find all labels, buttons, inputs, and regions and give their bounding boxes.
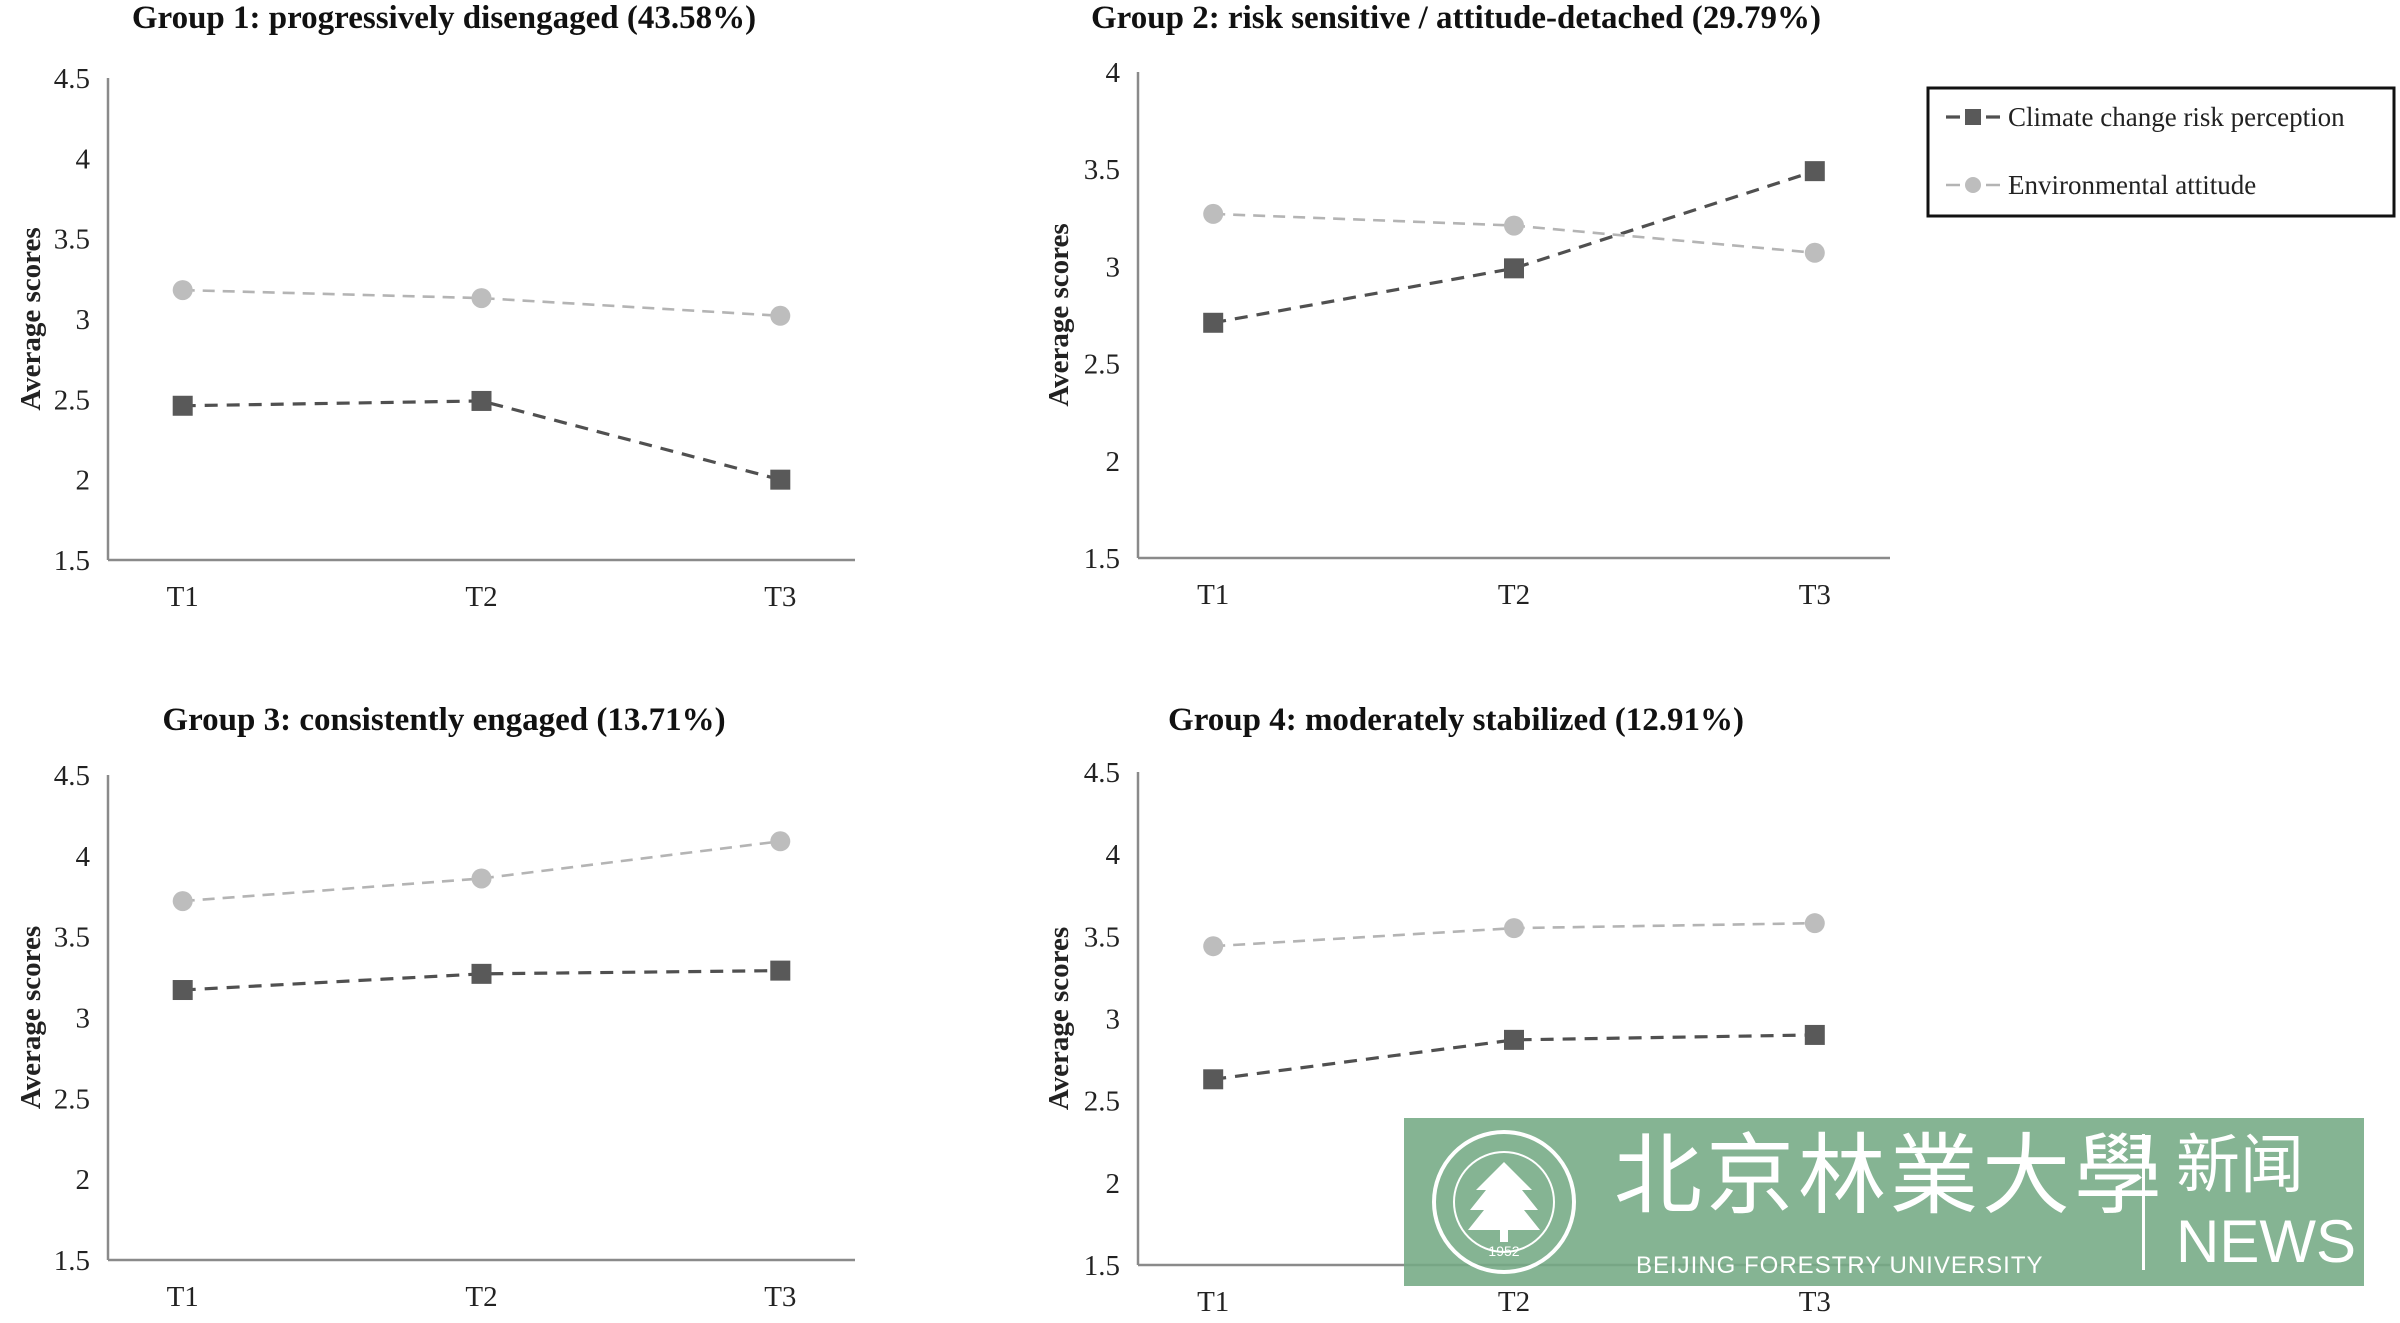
y-tick-label: 4 bbox=[76, 841, 91, 873]
chart-title: Group 4: moderately stabilized (12.91%) bbox=[1168, 702, 1744, 738]
data-point-environmental-attitude bbox=[1203, 936, 1224, 957]
data-point-environmental-attitude bbox=[471, 288, 492, 309]
y-tick-label: 2.5 bbox=[1084, 1086, 1120, 1118]
data-point-environmental-attitude bbox=[1504, 918, 1524, 939]
x-tick-label: T1 bbox=[1197, 1286, 1229, 1318]
x-tick-label: T2 bbox=[465, 581, 497, 613]
data-point-risk-perception bbox=[1504, 1029, 1524, 1050]
x-tick-label: T3 bbox=[1799, 1286, 1831, 1318]
data-point-risk-perception bbox=[1203, 1069, 1224, 1090]
y-tick-label: 3.5 bbox=[54, 922, 90, 954]
series-line-risk-perception bbox=[182, 969, 781, 992]
x-tick-label: T1 bbox=[1197, 579, 1229, 611]
data-point-risk-perception bbox=[1504, 258, 1524, 279]
data-point-risk-perception bbox=[1804, 1024, 1825, 1045]
series-line-environmental-attitude bbox=[182, 839, 781, 903]
y-axis-label: Average scores bbox=[1043, 223, 1075, 406]
data-point-risk-perception bbox=[471, 390, 492, 411]
data-point-environmental-attitude bbox=[1203, 203, 1224, 224]
y-tick-label: 2 bbox=[76, 465, 91, 497]
chart-title: Group 1: progressively disengaged (43.58… bbox=[132, 0, 756, 36]
y-tick-label: 1.5 bbox=[1084, 1250, 1120, 1282]
chart-panel-2: Group 2: risk sensitive / attitude-detac… bbox=[1043, 0, 1890, 611]
x-tick-label: T2 bbox=[465, 1281, 497, 1313]
data-point-environmental-attitude bbox=[172, 280, 193, 301]
data-point-risk-perception bbox=[770, 469, 791, 490]
university-name-english: BEIJING FORESTRY UNIVERSITY bbox=[1636, 1252, 2044, 1279]
series-line-risk-perception bbox=[182, 399, 781, 482]
y-tick-label: 4.5 bbox=[1084, 757, 1120, 789]
data-point-environmental-attitude bbox=[770, 305, 791, 326]
y-tick-label: 3 bbox=[1106, 251, 1121, 283]
y-tick-label: 3 bbox=[76, 304, 91, 336]
legend-attitude-label: Environmental attitude bbox=[2008, 170, 2256, 200]
legend-attitude-marker bbox=[1965, 177, 1981, 193]
x-tick-label: T3 bbox=[764, 1281, 796, 1313]
data-point-environmental-attitude bbox=[172, 891, 193, 912]
legend-risk-label: Climate change risk perception bbox=[2008, 102, 2345, 132]
y-tick-label: 2 bbox=[1106, 446, 1121, 478]
watermark-banner: 1952 北京林業大學 BEIJING FORESTRY UNIVERSITY … bbox=[1404, 1118, 2364, 1286]
series-line-risk-perception bbox=[1212, 169, 1816, 325]
data-point-environmental-attitude bbox=[1504, 215, 1524, 236]
x-tick-label: T3 bbox=[764, 581, 796, 613]
news-label-english: NEWS bbox=[2176, 1208, 2356, 1275]
svg-text:1952: 1952 bbox=[1488, 1243, 1519, 1259]
data-point-risk-perception bbox=[770, 960, 791, 981]
data-point-environmental-attitude bbox=[770, 831, 791, 852]
x-tick-label: T3 bbox=[1799, 579, 1831, 611]
y-tick-label: 3 bbox=[76, 1003, 91, 1035]
y-axis-label: Average scores bbox=[1043, 927, 1075, 1110]
y-tick-label: 4.5 bbox=[54, 760, 90, 792]
chart-panel-1: Group 1: progressively disengaged (43.58… bbox=[15, 0, 855, 613]
y-tick-label: 4 bbox=[1106, 57, 1121, 89]
y-tick-label: 1.5 bbox=[54, 545, 90, 577]
data-point-risk-perception bbox=[1804, 161, 1825, 182]
chart-panels: Group 1: progressively disengaged (43.58… bbox=[15, 0, 1890, 1318]
data-point-risk-perception bbox=[172, 395, 193, 416]
x-tick-label: T1 bbox=[167, 1281, 199, 1313]
legend-box bbox=[1926, 86, 2396, 218]
y-tick-label: 2.5 bbox=[1084, 349, 1120, 381]
y-tick-label: 3.5 bbox=[54, 224, 90, 256]
y-tick-label: 4 bbox=[1106, 839, 1121, 871]
x-tick-label: T2 bbox=[1498, 1286, 1530, 1318]
y-tick-label: 3.5 bbox=[1084, 154, 1120, 186]
y-tick-label: 1.5 bbox=[1084, 543, 1120, 575]
watermark-divider bbox=[2142, 1134, 2145, 1270]
data-point-environmental-attitude bbox=[471, 868, 492, 889]
y-tick-label: 2.5 bbox=[54, 1083, 90, 1115]
x-tick-label: T1 bbox=[167, 581, 199, 613]
legend: Climate change risk perception Environme… bbox=[1926, 86, 2396, 218]
y-axis-label: Average scores bbox=[15, 926, 47, 1109]
chart-title: Group 3: consistently engaged (13.71%) bbox=[162, 702, 725, 738]
chart-panel-3: Group 3: consistently engaged (13.71%) Av… bbox=[15, 702, 855, 1313]
news-label-chinese: 新闻 bbox=[2176, 1129, 2304, 1203]
y-tick-label: 2 bbox=[1106, 1168, 1121, 1200]
legend-risk-marker bbox=[1965, 109, 1981, 125]
y-tick-label: 1.5 bbox=[54, 1245, 90, 1277]
data-point-environmental-attitude bbox=[1804, 242, 1825, 263]
university-name-chinese: 北京林業大學 bbox=[1614, 1124, 2167, 1227]
y-tick-label: 4.5 bbox=[54, 63, 90, 95]
chart-panel-4: Group 4: moderately stabilized (12.91%) A… bbox=[1043, 702, 1890, 1318]
chart-title: Group 2: risk sensitive / attitude-detac… bbox=[1091, 0, 1821, 36]
y-axis-label: Average scores bbox=[15, 227, 47, 410]
data-point-risk-perception bbox=[1203, 312, 1224, 333]
data-point-environmental-attitude bbox=[1804, 913, 1825, 934]
y-tick-label: 3 bbox=[1106, 1004, 1121, 1036]
data-point-risk-perception bbox=[172, 980, 193, 1001]
y-tick-label: 2.5 bbox=[54, 384, 90, 416]
y-tick-label: 4 bbox=[76, 143, 91, 175]
y-tick-label: 3.5 bbox=[1084, 921, 1120, 953]
x-tick-label: T2 bbox=[1498, 579, 1530, 611]
data-point-risk-perception bbox=[471, 963, 492, 984]
university-seal-icon: 1952 bbox=[1432, 1130, 1576, 1274]
y-tick-label: 2 bbox=[76, 1164, 91, 1196]
